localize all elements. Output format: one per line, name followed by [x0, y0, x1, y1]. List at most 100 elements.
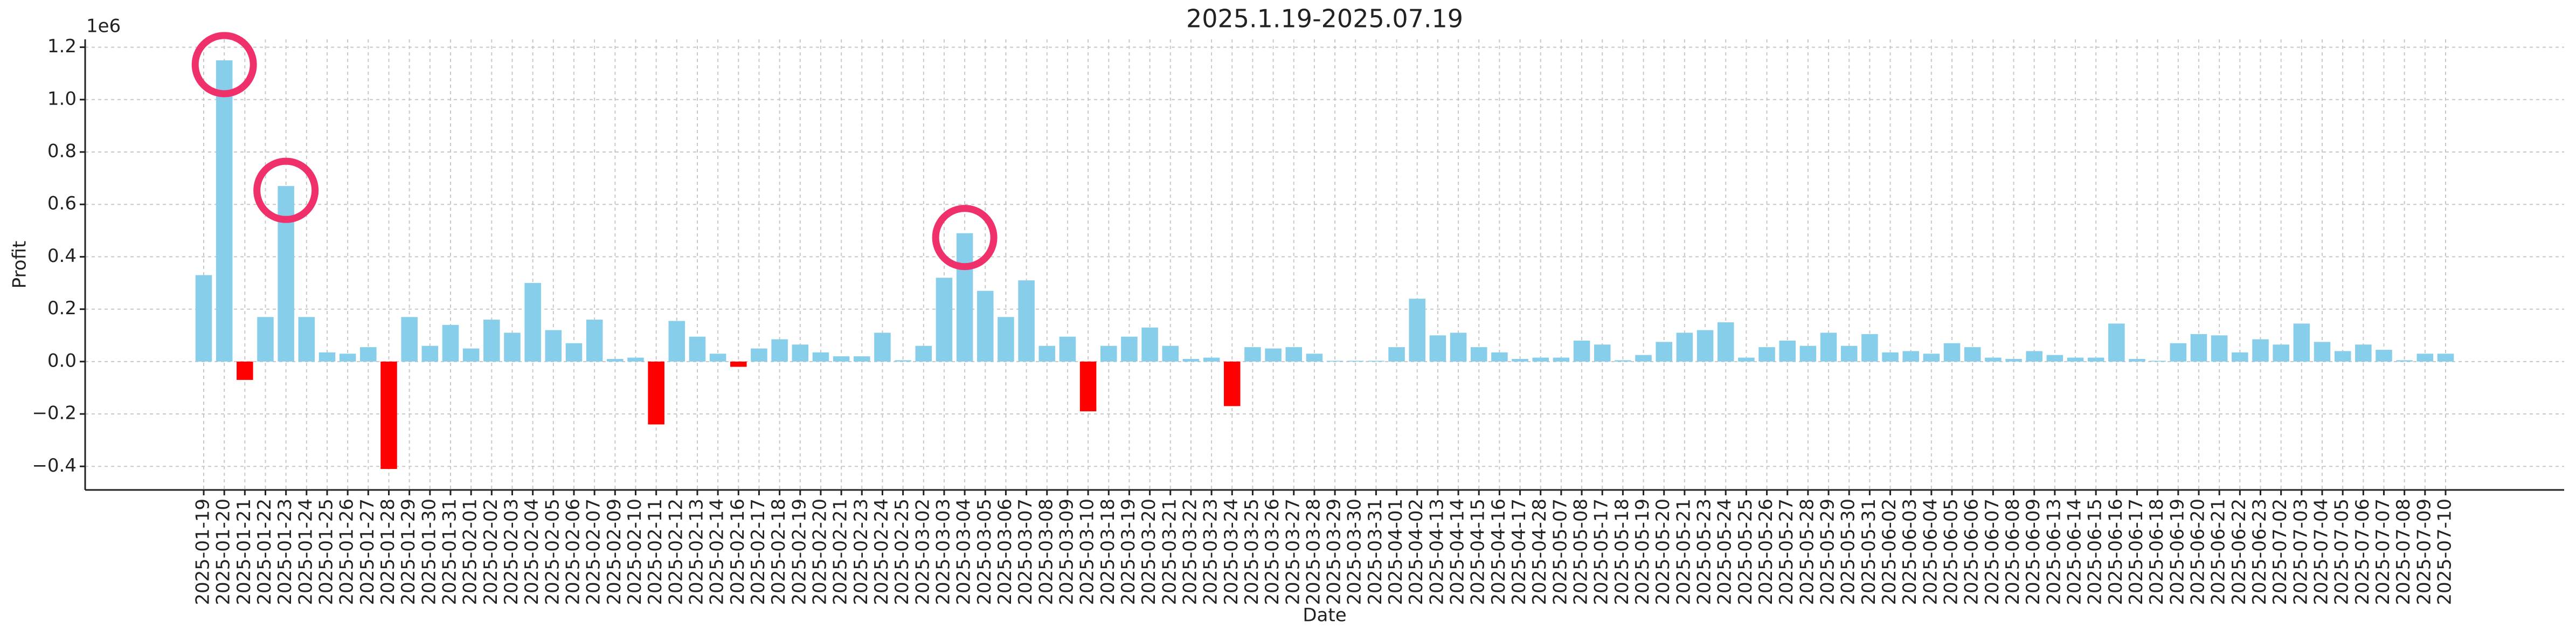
bar	[1553, 357, 1570, 362]
bar	[977, 291, 994, 362]
y-tick-label: −0.2	[32, 403, 77, 424]
bar	[1182, 358, 1200, 362]
bar	[2376, 349, 2392, 362]
x-tick-label: 2025-04-16	[1488, 499, 1509, 605]
bar	[709, 354, 726, 362]
bar	[2026, 351, 2042, 362]
x-tick-label: 2025-07-04	[2311, 499, 2332, 605]
x-tick-label: 2025-05-27	[1776, 499, 1797, 605]
bar	[874, 333, 891, 362]
bar	[2232, 352, 2248, 362]
x-tick-label: 2025-01-29	[398, 499, 419, 605]
highlight-circle	[191, 32, 257, 98]
x-tick-label: 2025-01-26	[336, 499, 358, 605]
bar	[1696, 330, 1714, 362]
bar	[771, 339, 788, 362]
x-tick-label: 2025-02-04	[521, 499, 543, 605]
y-tick-label: 0.6	[47, 193, 77, 215]
x-tick-label: 2025-01-27	[357, 499, 378, 605]
bar	[1141, 327, 1158, 362]
x-tick-label: 2025-07-06	[2352, 499, 2373, 605]
bar	[915, 345, 932, 362]
x-tick-label: 2025-04-01	[1385, 499, 1407, 605]
x-tick-label: 2025-05-31	[1858, 499, 1880, 605]
bar	[1491, 352, 1508, 362]
x-tick-label: 2025-07-10	[2434, 499, 2456, 605]
x-tick-label: 2025-03-08	[1035, 499, 1057, 605]
x-tick-label: 2025-07-03	[2290, 499, 2311, 605]
bar	[1429, 335, 1446, 362]
x-tick-label: 2025-01-28	[377, 499, 399, 605]
x-tick-label: 2025-05-07	[1549, 499, 1571, 605]
x-tick-label: 2025-04-02	[1405, 499, 1427, 605]
bar	[483, 320, 500, 362]
bar	[2087, 357, 2104, 362]
bar	[1532, 357, 1549, 362]
bar	[1265, 348, 1282, 362]
bar	[956, 233, 973, 362]
bar	[1635, 355, 1652, 362]
x-tick-label: 2025-07-02	[2269, 499, 2291, 605]
x-tick-label: 2025-04-13	[1426, 499, 1448, 605]
bar	[2211, 335, 2228, 362]
bar	[1615, 360, 1631, 362]
bar	[2314, 342, 2331, 362]
bar	[812, 352, 829, 362]
x-tick-label: 2025-03-25	[1241, 499, 1263, 605]
x-tick-label: 2025-01-20	[213, 499, 234, 605]
x-tick-label: 2025-02-03	[501, 499, 522, 605]
bar	[1758, 347, 1775, 362]
bar	[1079, 361, 1097, 412]
bar	[1985, 357, 2002, 362]
x-tick-label: 2025-04-28	[1529, 499, 1550, 605]
x-tick-label: 2025-05-19	[1632, 499, 1653, 605]
bar	[1799, 345, 1817, 362]
bar	[1840, 345, 1858, 362]
x-tick-label: 2025-03-26	[1262, 499, 1283, 605]
bar	[1717, 322, 1734, 362]
x-tick-label: 2025-05-28	[1796, 499, 1818, 605]
bar	[1018, 280, 1035, 362]
bar	[895, 360, 911, 362]
x-tick-label: 2025-02-05	[542, 499, 563, 605]
x-tick-label: 2025-01-21	[233, 499, 255, 605]
bar	[2005, 358, 2022, 362]
x-tick-label: 2025-06-19	[2166, 499, 2188, 605]
x-tick-label: 2025-06-23	[2249, 499, 2270, 605]
bar	[1285, 347, 1303, 362]
x-tick-label: 2025-06-21	[2208, 499, 2229, 605]
x-tick-label: 2025-03-03	[932, 499, 954, 605]
x-tick-label: 2025-05-26	[1755, 499, 1777, 605]
bar	[1779, 340, 1796, 362]
bar	[1594, 344, 1611, 362]
x-tick-label: 2025-02-21	[830, 499, 851, 605]
y-tick-label: 0.0	[47, 350, 77, 371]
bar	[1470, 347, 1487, 362]
bar	[668, 321, 685, 362]
bar	[2190, 334, 2207, 362]
x-tick-label: 2025-02-23	[850, 499, 872, 605]
x-tick-label: 2025-02-07	[583, 499, 605, 605]
bar	[1902, 351, 1919, 362]
bar	[1964, 347, 1981, 362]
y-tick-label: 1.2	[47, 36, 77, 57]
bar	[2396, 360, 2413, 362]
x-tick-label: 2025-06-15	[2085, 499, 2106, 605]
bar	[1923, 354, 1940, 362]
bar	[2046, 355, 2063, 362]
bar	[565, 343, 583, 362]
x-tick-label: 2025-03-28	[1303, 499, 1324, 605]
x-tick-label: 2025-07-07	[2372, 499, 2394, 605]
x-tick-label: 2025-02-20	[809, 499, 830, 605]
bar	[278, 186, 294, 362]
x-tick-label: 2025-01-24	[295, 499, 316, 605]
bar	[1450, 333, 1467, 362]
bar	[524, 283, 541, 362]
bar	[607, 358, 624, 362]
x-tick-label: 2025-02-24	[871, 499, 892, 605]
x-tick-label: 2025-03-23	[1200, 499, 1222, 605]
y-tick-label: −0.4	[32, 455, 77, 476]
bar	[1882, 352, 1899, 362]
bar	[216, 60, 233, 362]
